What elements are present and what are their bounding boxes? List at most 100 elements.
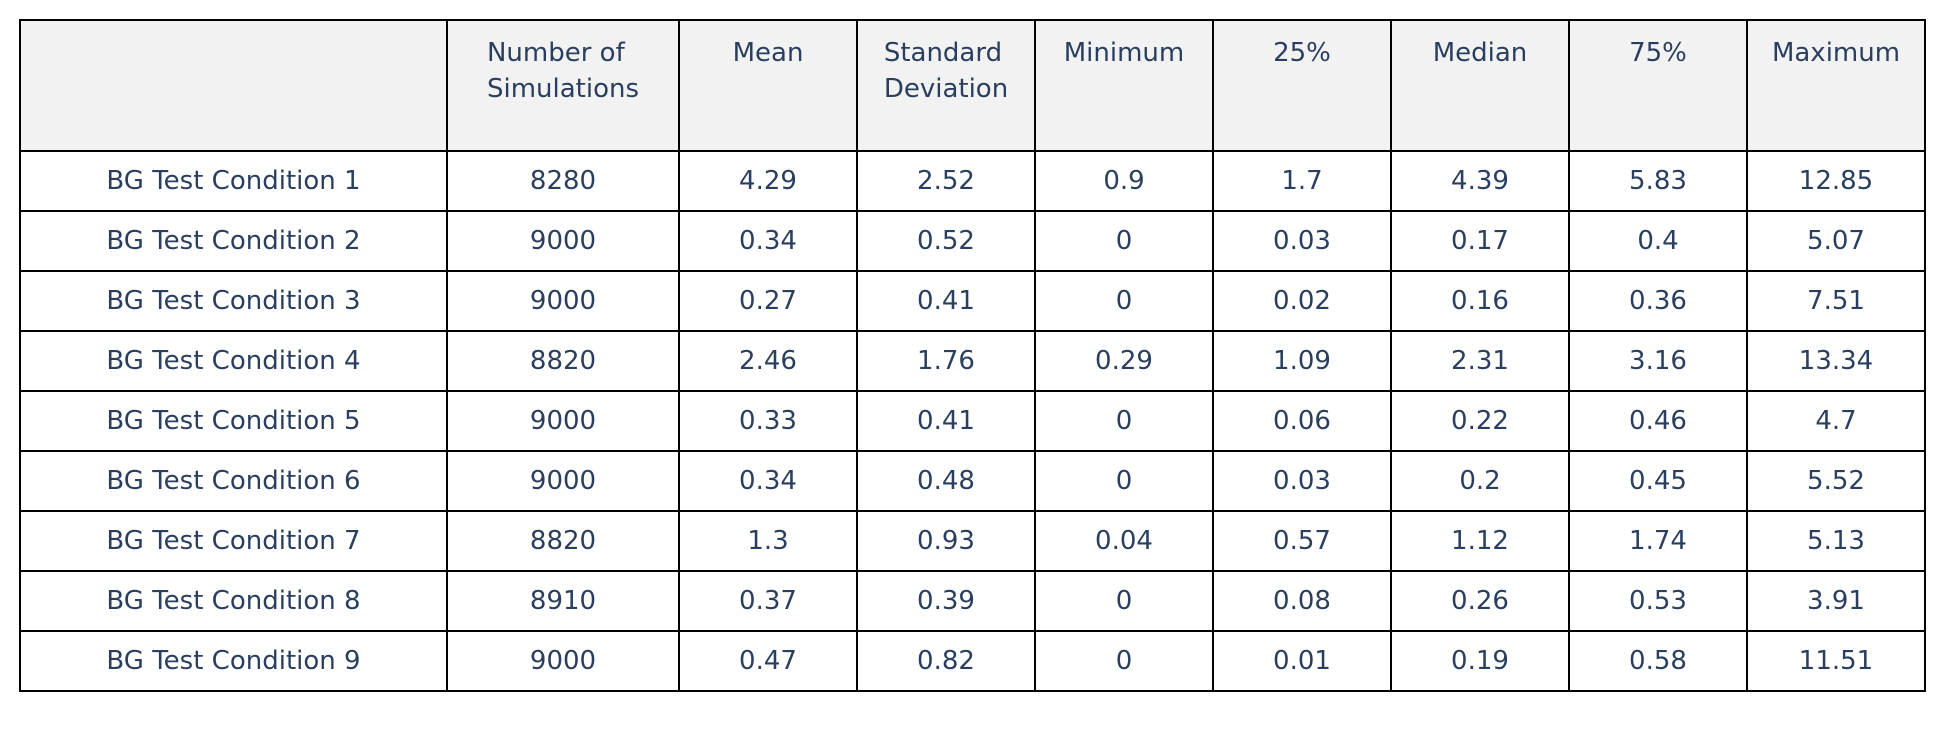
minimum-cell: 0 <box>1034 210 1214 272</box>
q75-cell: 0.53 <box>1568 570 1748 632</box>
q75-header: 75% <box>1568 19 1748 152</box>
row-label-cell: BG Test Condition 9 <box>19 630 448 692</box>
column-header-label: Maximum <box>1772 35 1900 71</box>
q25-cell: 0.08 <box>1212 570 1392 632</box>
maximum-cell: 3.91 <box>1746 570 1926 632</box>
maximum-cell: 12.85 <box>1746 150 1926 212</box>
simulations-cell: 8820 <box>446 510 680 572</box>
minimum-cell: 0.04 <box>1034 510 1214 572</box>
median-cell: 4.39 <box>1390 150 1570 212</box>
simulations-cell: 8280 <box>446 150 680 212</box>
column-header-line: Simulations <box>486 74 640 104</box>
row-label-cell: BG Test Condition 7 <box>19 510 448 572</box>
row-label-cell: BG Test Condition 2 <box>19 210 448 272</box>
std-dev-cell: 0.41 <box>856 390 1036 452</box>
q75-cell: 0.45 <box>1568 450 1748 512</box>
simulations-cell: 8910 <box>446 570 680 632</box>
table-row: BG Test Condition 4 8820 2.46 1.76 0.29 1.09 2… <box>19 330 1926 392</box>
column-header-line: 25% <box>1273 38 1331 68</box>
simulations-cell: 9000 <box>446 390 680 452</box>
table-row: BG Test Condition 5 9000 0.33 0.41 0 0.06 0.22… <box>19 390 1926 452</box>
column-header-label: Minimum <box>1064 35 1185 71</box>
std-dev-header: Standard Deviation <box>856 19 1036 152</box>
q75-cell: 0.4 <box>1568 210 1748 272</box>
minimum-cell: 0 <box>1034 270 1214 332</box>
mean-cell: 2.46 <box>678 330 858 392</box>
simulations-cell: 9000 <box>446 270 680 332</box>
median-cell: 2.31 <box>1390 330 1570 392</box>
row-label-cell: BG Test Condition 3 <box>19 270 448 332</box>
maximum-cell: 11.51 <box>1746 630 1926 692</box>
simulations-cell: 8820 <box>446 330 680 392</box>
row-label-cell: BG Test Condition 1 <box>19 150 448 212</box>
statistics-table: Number of Simulations Mean Standard Deviatio… <box>19 19 1926 692</box>
maximum-cell: 5.13 <box>1746 510 1926 572</box>
q75-cell: 5.83 <box>1568 150 1748 212</box>
median-cell: 0.2 <box>1390 450 1570 512</box>
column-header-label: Median <box>1433 35 1528 71</box>
header-row: Number of Simulations Mean Standard Deviatio… <box>19 19 1926 152</box>
q75-cell: 0.58 <box>1568 630 1748 692</box>
column-header-label: Number of Simulations <box>487 35 639 107</box>
maximum-header: Maximum <box>1746 19 1926 152</box>
maximum-cell: 5.52 <box>1746 450 1926 512</box>
row-label-cell: BG Test Condition 8 <box>19 570 448 632</box>
table-row: BG Test Condition 6 9000 0.34 0.48 0 0.03 0.2 0… <box>19 450 1926 512</box>
column-header-line: Number of <box>486 38 625 68</box>
std-dev-cell: 0.39 <box>856 570 1036 632</box>
column-header-line: 75% <box>1629 38 1687 68</box>
table-row: BG Test Condition 3 9000 0.27 0.41 0 0.02 0.16… <box>19 270 1926 332</box>
column-header-line: Maximum <box>1771 38 1901 68</box>
table-body: BG Test Condition 1 8280 4.29 2.52 0.9 1.7 4.3… <box>19 150 1926 692</box>
median-header: Median <box>1390 19 1570 152</box>
q25-cell: 1.09 <box>1212 330 1392 392</box>
q75-cell: 1.74 <box>1568 510 1748 572</box>
std-dev-cell: 0.41 <box>856 270 1036 332</box>
mean-cell: 0.34 <box>678 450 858 512</box>
median-cell: 0.22 <box>1390 390 1570 452</box>
column-header-line: Deviation <box>883 74 1009 104</box>
q25-cell: 0.06 <box>1212 390 1392 452</box>
row-label-cell: BG Test Condition 5 <box>19 390 448 452</box>
simulations-cell: 9000 <box>446 210 680 272</box>
median-cell: 0.26 <box>1390 570 1570 632</box>
minimum-cell: 0.9 <box>1034 150 1214 212</box>
row-label-cell: BG Test Condition 4 <box>19 330 448 392</box>
std-dev-cell: 0.52 <box>856 210 1036 272</box>
median-cell: 1.12 <box>1390 510 1570 572</box>
std-dev-cell: 0.82 <box>856 630 1036 692</box>
mean-cell: 0.47 <box>678 630 858 692</box>
table-row: BG Test Condition 2 9000 0.34 0.52 0 0.03 0.17… <box>19 210 1926 272</box>
median-cell: 0.16 <box>1390 270 1570 332</box>
maximum-cell: 7.51 <box>1746 270 1926 332</box>
row-label-header <box>19 19 448 152</box>
column-header-line: Minimum <box>1063 38 1185 68</box>
q25-cell: 0.03 <box>1212 210 1392 272</box>
column-header-label: Mean <box>733 35 804 71</box>
table-row: BG Test Condition 7 8820 1.3 0.93 0.04 0.57 1.… <box>19 510 1926 572</box>
statistics-table-container: Number of Simulations Mean Standard Deviatio… <box>19 19 1926 692</box>
simulations-header: Number of Simulations <box>446 19 680 152</box>
mean-cell: 0.27 <box>678 270 858 332</box>
median-cell: 0.19 <box>1390 630 1570 692</box>
minimum-header: Minimum <box>1034 19 1214 152</box>
column-header-label: Standard Deviation <box>884 35 1008 107</box>
table-row: BG Test Condition 9 9000 0.47 0.82 0 0.01 0.19… <box>19 630 1926 692</box>
mean-cell: 4.29 <box>678 150 858 212</box>
minimum-cell: 0 <box>1034 390 1214 452</box>
table-row: BG Test Condition 1 8280 4.29 2.52 0.9 1.7 4.3… <box>19 150 1926 212</box>
column-header-line: Mean <box>732 38 804 68</box>
q75-cell: 0.36 <box>1568 270 1748 332</box>
q25-cell: 0.03 <box>1212 450 1392 512</box>
std-dev-cell: 0.48 <box>856 450 1036 512</box>
row-label-cell: BG Test Condition 6 <box>19 450 448 512</box>
q25-cell: 0.02 <box>1212 270 1392 332</box>
maximum-cell: 5.07 <box>1746 210 1926 272</box>
mean-cell: 1.3 <box>678 510 858 572</box>
mean-cell: 0.33 <box>678 390 858 452</box>
maximum-cell: 4.7 <box>1746 390 1926 452</box>
q25-cell: 0.57 <box>1212 510 1392 572</box>
minimum-cell: 0 <box>1034 570 1214 632</box>
q75-cell: 0.46 <box>1568 390 1748 452</box>
table-header: Number of Simulations Mean Standard Deviatio… <box>19 19 1926 152</box>
